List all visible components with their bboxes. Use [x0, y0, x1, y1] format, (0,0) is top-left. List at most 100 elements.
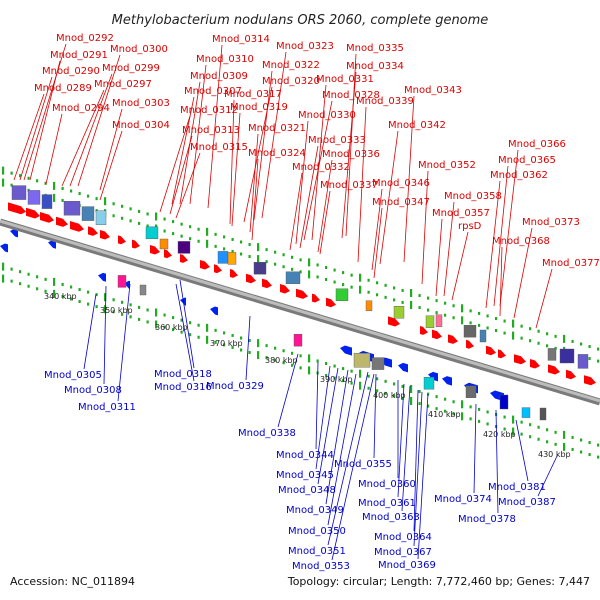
tick-dot — [172, 220, 175, 224]
forward-leader-line — [13, 93, 45, 181]
forward-gene-label: Mnod_0373 — [522, 217, 580, 228]
tick-dot — [546, 428, 549, 432]
forward-gene-label: Mnod_0315 — [190, 142, 248, 153]
forward-gene-arrow — [486, 345, 496, 356]
tick-dot — [350, 285, 353, 289]
forward-gene-label: Mnod_0333 — [308, 135, 366, 146]
reverse-leader-line — [373, 373, 377, 459]
tick-dot — [274, 346, 277, 350]
tick-dot — [486, 410, 489, 414]
genome-title: Methylobacterium nodulans ORS 2060, comp… — [112, 13, 489, 28]
forward-gene-label: Mnod_0309 — [190, 71, 248, 82]
gene-box — [479, 329, 487, 343]
kbp-tick-label: 390 kbp — [320, 375, 353, 384]
tick-dot — [231, 249, 234, 253]
forward-gene-arrow — [70, 221, 84, 232]
reverse-gene-label: Mnod_0363 — [362, 512, 420, 523]
tick-dot — [257, 255, 260, 264]
forward-gene-label: Mnod_0334 — [346, 61, 404, 72]
tick-dot — [350, 273, 353, 277]
tick-dot — [512, 319, 515, 328]
tick-dot — [163, 229, 166, 233]
forward-leader-line — [99, 108, 123, 191]
forward-leader-line — [317, 159, 333, 253]
tick-dot — [299, 270, 302, 274]
forward-leader-line — [513, 227, 533, 319]
tick-dot — [53, 277, 56, 286]
tick-dot — [410, 397, 413, 405]
tick-dot — [197, 335, 200, 339]
tick-dot — [435, 299, 438, 303]
tick-dot — [503, 415, 506, 419]
tick-dot — [240, 240, 243, 244]
gene-box — [559, 348, 575, 364]
tick-dot — [376, 389, 379, 393]
tick-dot — [299, 258, 302, 262]
forward-gene-label: Mnod_0299 — [102, 63, 160, 74]
tick-dot — [401, 384, 404, 388]
forward-gene-label: Mnod_0377 — [542, 258, 600, 269]
gene-box — [117, 275, 127, 288]
forward-gene-label: Mnod_0362 — [490, 170, 548, 181]
forward-gene-label: Mnod_0289 — [34, 83, 92, 94]
forward-leader-line — [341, 71, 357, 239]
forward-gene-label: Mnod_0366 — [508, 139, 566, 150]
tick-dot — [435, 311, 438, 315]
tick-dot — [316, 359, 319, 363]
tick-dot — [112, 310, 115, 314]
tick-dot — [495, 329, 498, 332]
tick-dot — [452, 316, 455, 320]
tick-dot — [393, 382, 396, 386]
gene-box — [293, 334, 303, 347]
tick-dot — [571, 447, 574, 451]
tick-dot — [529, 423, 532, 427]
tick-dot — [163, 325, 166, 329]
tick-dot — [486, 422, 489, 426]
tick-dot — [520, 420, 523, 424]
forward-gene-arrow — [262, 278, 272, 289]
forward-gene-arrow — [150, 245, 160, 255]
tick-dot — [231, 237, 234, 241]
forward-gene-arrow — [214, 264, 222, 274]
reverse-leader-line — [515, 419, 529, 482]
tick-dot — [129, 207, 132, 211]
tick-dot — [376, 281, 379, 285]
reverse-gene-label: Mnod_0318 — [154, 369, 212, 380]
forward-gene-label: Mnod_0297 — [94, 79, 152, 90]
gene-box — [159, 238, 169, 250]
forward-gene-label: Mnod_0357 — [432, 208, 490, 219]
accession-text: Accession: NC_011894 — [10, 575, 135, 588]
tick-dot — [61, 186, 64, 190]
reverse-gene-label: Mnod_0316 — [154, 382, 212, 393]
reverse-leader-line — [315, 365, 331, 470]
tick-dot — [197, 323, 200, 327]
forward-leader-line — [371, 188, 383, 271]
tick-dot — [36, 275, 39, 279]
tick-dot — [597, 359, 600, 363]
forward-gene-arrow — [56, 216, 68, 227]
reverse-gene-arrow — [210, 306, 218, 316]
forward-leader-line — [311, 84, 327, 241]
tick-dot — [350, 381, 353, 385]
reverse-gene-arrow — [10, 228, 18, 238]
tick-dot — [554, 334, 557, 338]
tick-dot — [537, 329, 540, 333]
tick-dot — [53, 289, 56, 298]
tick-dot — [223, 247, 226, 251]
forward-gene-label: Mnod_0330 — [298, 110, 356, 121]
tick-dot — [520, 432, 523, 436]
forward-gene-arrow — [100, 230, 110, 240]
forward-gene-label: Mnod_0352 — [418, 160, 476, 171]
forward-leader-line — [251, 158, 259, 241]
tick-dot — [520, 336, 523, 340]
tick-dot — [265, 356, 268, 360]
forward-gene-label: Mnod_0342 — [388, 120, 446, 131]
tick-dot — [444, 397, 447, 401]
forward-gene-arrow — [388, 316, 400, 327]
forward-gene-label: Mnod_0336 — [322, 149, 380, 160]
forward-leader-line — [535, 268, 553, 329]
tick-dot — [325, 374, 328, 377]
tick-dot — [461, 304, 464, 313]
tick-dot — [206, 335, 209, 344]
tick-dot — [486, 326, 489, 330]
